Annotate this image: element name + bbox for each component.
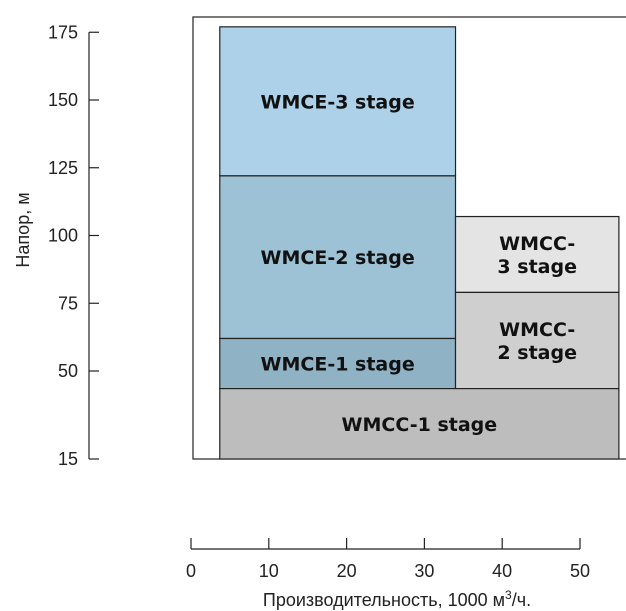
region-label-line: 2 stage (497, 342, 577, 364)
x-axis-title-superscript: 3 (505, 588, 512, 602)
y-tick-label: 125 (48, 158, 78, 178)
region-2 (219, 175, 457, 340)
region-label-line: WMCE-2 stage (261, 247, 415, 269)
region-label-line: WMCC-1 stage (342, 414, 498, 436)
x-tick-label: 20 (337, 561, 357, 581)
x-tick-label: 30 (414, 561, 434, 581)
region-label-4: WMCC-3 stage (497, 233, 577, 278)
x-tick-label: 0 (186, 561, 196, 581)
y-tick-label: 15 (58, 449, 78, 469)
region-4 (454, 215, 620, 294)
x-axis: 0 10 20 30 40 50 (186, 538, 590, 581)
y-tick-label: 75 (58, 293, 78, 313)
x-tick-label: 40 (492, 561, 512, 581)
region-label-2: WMCE-2 stage (261, 247, 415, 269)
y-tick-label: 150 (48, 90, 78, 110)
y-axis: 175 150 125 100 75 50 15 (48, 22, 99, 469)
plot-area: WMCE-3 stage WMCE-2 stage WMCE-1 stage WMCC… (192, 16, 626, 460)
x-axis-title-unit: /ч. (512, 590, 531, 610)
region-label-line: WMCC- (499, 233, 575, 255)
y-tick-label: 175 (48, 22, 78, 42)
y-tick-label: 50 (58, 361, 78, 381)
region-1 (219, 26, 457, 177)
region-label-3: WMCE-1 stage (261, 354, 415, 376)
x-axis-title: Производительность, 1000 м3/ч. (263, 588, 531, 610)
x-axis-title-main: Производительность, 1000 м (263, 590, 505, 610)
region-label-line: 3 stage (497, 256, 577, 278)
x-tick-label: 50 (570, 561, 590, 581)
region-label-line: WMCE-1 stage (261, 354, 415, 376)
region-3 (219, 337, 457, 390)
region-label-6: WMCC-1 stage (342, 414, 498, 436)
y-tick-label: 100 (48, 226, 78, 246)
region-label-1: WMCE-3 stage (261, 91, 415, 113)
region-label-5: WMCC-2 stage (497, 319, 577, 364)
region-6 (219, 388, 620, 460)
region-label-line: WMCC- (499, 319, 575, 341)
y-axis-title: Напор, м (13, 192, 33, 267)
region-label-line: WMCE-3 stage (261, 91, 415, 113)
x-tick-label: 10 (259, 561, 279, 581)
